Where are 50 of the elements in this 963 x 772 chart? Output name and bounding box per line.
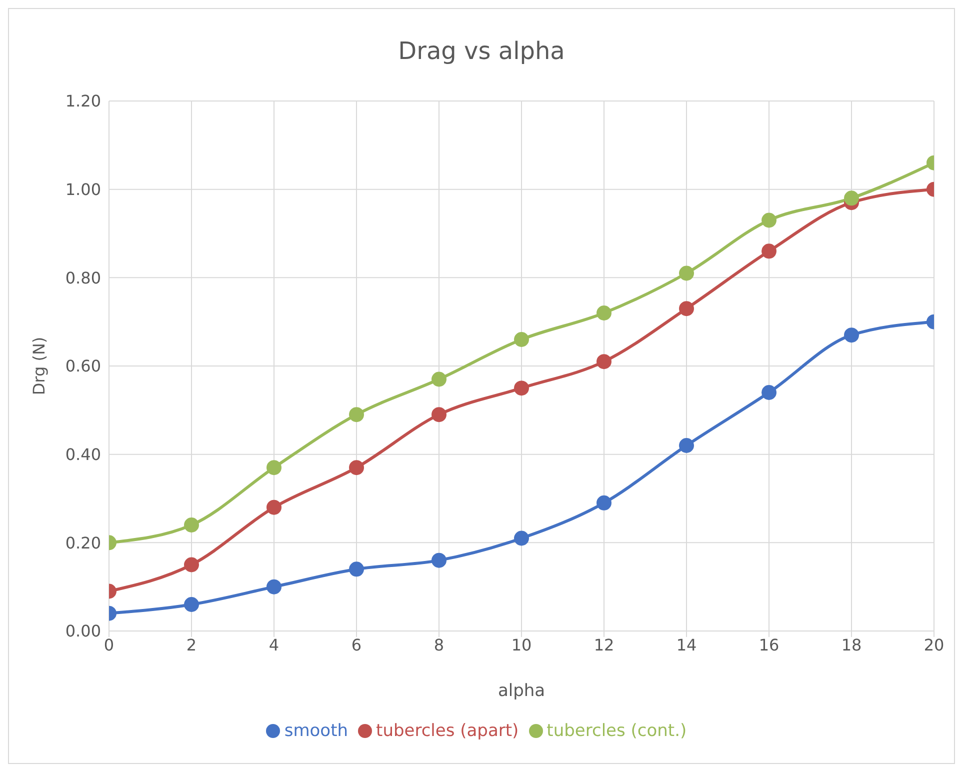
y-tick-label: 0.00 bbox=[65, 622, 101, 641]
point bbox=[349, 460, 364, 476]
point bbox=[514, 380, 529, 396]
legend-label: tubercles (cont.) bbox=[546, 721, 687, 741]
point bbox=[762, 244, 776, 259]
point bbox=[514, 332, 529, 347]
point bbox=[596, 354, 612, 370]
x-tick-label: 6 bbox=[351, 635, 362, 654]
x-tick-label: 20 bbox=[924, 635, 944, 654]
y-tick-label: 0.40 bbox=[65, 445, 101, 464]
y-tick-label: 0.80 bbox=[65, 268, 101, 288]
y-tick-label: 0.60 bbox=[65, 356, 101, 376]
chart-title: Drag vs alpha bbox=[397, 36, 566, 67]
point bbox=[844, 328, 859, 343]
point bbox=[349, 562, 364, 577]
point bbox=[266, 579, 282, 594]
point bbox=[844, 190, 859, 206]
point bbox=[184, 597, 199, 612]
point bbox=[266, 500, 282, 515]
y-tick-label: 0.20 bbox=[65, 533, 101, 552]
point bbox=[349, 407, 364, 422]
point bbox=[184, 557, 199, 572]
x-tick-label: 2 bbox=[186, 635, 197, 654]
x-tick-label: 14 bbox=[676, 635, 697, 654]
point bbox=[432, 407, 446, 422]
x-tick-label: 10 bbox=[511, 635, 532, 654]
x-tick-label: 8 bbox=[434, 635, 444, 654]
legend-label: smooth bbox=[284, 721, 348, 741]
y-tick-label: 1.00 bbox=[65, 180, 101, 200]
point bbox=[514, 530, 529, 546]
x-tick-label: 0 bbox=[104, 635, 114, 654]
x-tick-label: 18 bbox=[841, 635, 862, 654]
x-tick-label: 4 bbox=[268, 635, 280, 654]
point bbox=[679, 301, 694, 316]
point bbox=[184, 518, 199, 532]
point bbox=[266, 460, 282, 476]
x-tick-label: 12 bbox=[594, 635, 614, 654]
y-axis-title: Drg (N) bbox=[30, 336, 49, 396]
point bbox=[432, 372, 446, 387]
point bbox=[596, 306, 612, 320]
legend-label: tubercles (apart) bbox=[376, 721, 519, 741]
point bbox=[762, 212, 776, 228]
x-tick-label: 16 bbox=[758, 635, 780, 654]
y-tick-label: 1.20 bbox=[65, 92, 101, 111]
x-axis-title: alpha bbox=[498, 681, 546, 701]
point bbox=[762, 385, 776, 400]
point bbox=[432, 552, 446, 568]
point bbox=[596, 495, 612, 510]
point bbox=[679, 438, 694, 453]
point bbox=[679, 266, 694, 281]
